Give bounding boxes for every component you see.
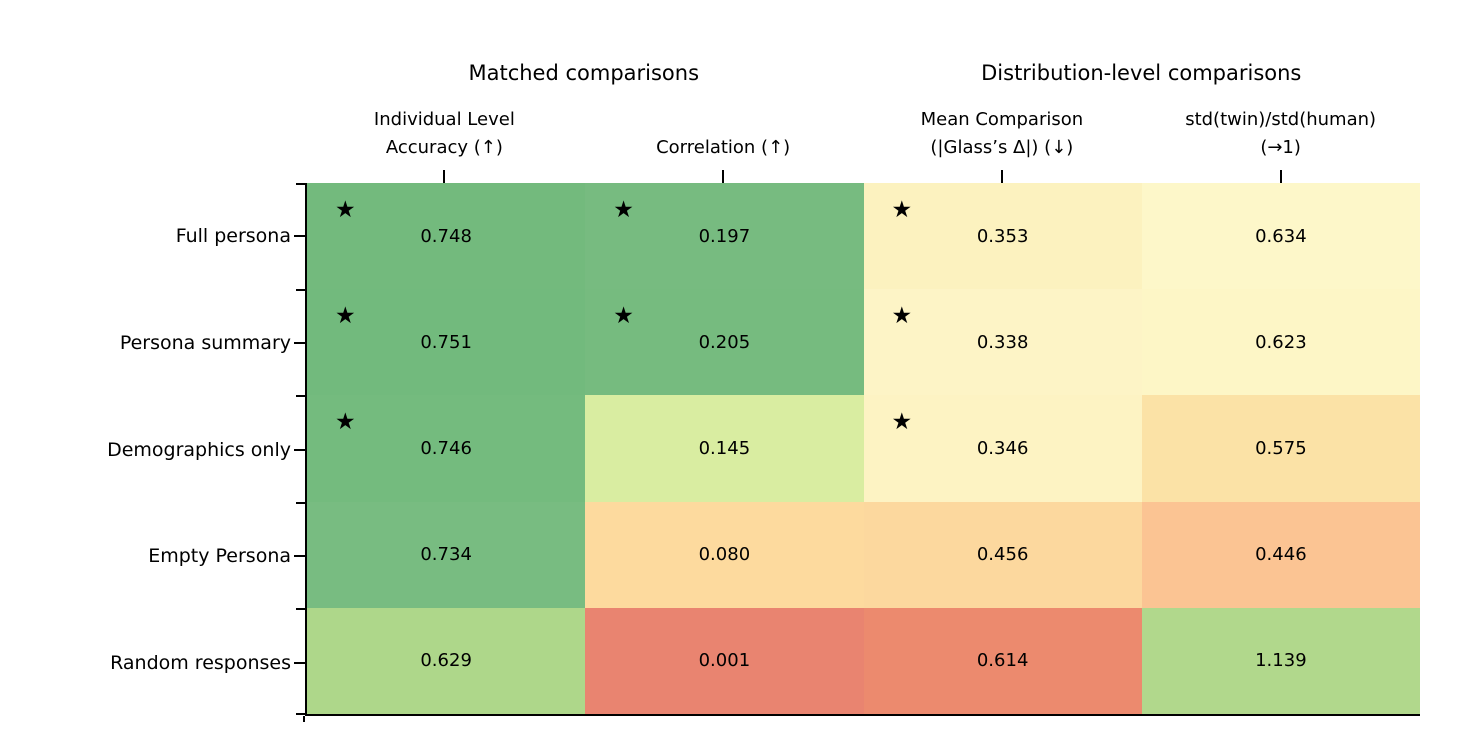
heatmap-cell-r1-c0: ★ 0.751	[307, 289, 586, 396]
column-header-std-twin-over-std-human: std(twin)/std(human) (→1)	[1185, 106, 1376, 162]
cell-value: 0.614	[976, 650, 1029, 672]
x-axis-tick	[443, 170, 446, 183]
row-label-2: Demographics only	[107, 438, 291, 461]
star-icon: ★	[891, 409, 913, 436]
x-axis-tick	[1000, 170, 1003, 183]
cell-value: 0.746	[420, 437, 472, 459]
heatmap-cell-r4-c3: 1.139	[1141, 607, 1420, 714]
cell-value: 0.145	[698, 437, 751, 459]
y-axis-tick	[294, 235, 305, 238]
column-header-mean-comparison-glass-delta: Mean Comparison (|Glass’s Δ|) (↓)	[921, 106, 1084, 162]
heatmap-cell-r1-c3: 0.623	[1141, 289, 1420, 396]
star-icon: ★	[891, 197, 913, 223]
heatmap-cell-r2-c3: 0.575	[1141, 395, 1420, 502]
heatmap-cell-r2-c0: ★ 0.746	[307, 395, 586, 502]
column-header-line: (→1)	[1260, 137, 1301, 158]
star-icon: ★	[891, 303, 913, 330]
y-axis-tick	[294, 341, 305, 344]
cell-value: 0.446	[1255, 544, 1307, 566]
cell-value: 0.751	[420, 331, 472, 353]
star-icon: ★	[613, 303, 634, 330]
cell-value: 0.456	[976, 544, 1029, 566]
heatmap-cell-r4-c0: 0.629	[307, 607, 586, 714]
cell-value: 0.197	[698, 225, 751, 247]
column-header-line: Accuracy (↑)	[385, 137, 503, 158]
heatmap-cell-r1-c1: ★ 0.205	[585, 289, 864, 396]
heatmap-cell-r0-c3: 0.634	[1141, 183, 1420, 290]
cell-value: 0.353	[976, 225, 1029, 247]
y-axis-minor-tick	[296, 501, 305, 504]
heatmap-plot: ★ 0.748 ★ 0.197 ★ 0.353 0.634 ★ 0.751 ★ 0.205 ★ 0.33…	[305, 183, 1420, 716]
column-group-title-0: Matched comparisons	[468, 61, 700, 85]
heatmap-cell-r2-c2: ★ 0.346	[863, 395, 1142, 502]
heatmap-cell-r0-c0: ★ 0.748	[307, 183, 586, 290]
column-header-line: Correlation (↑)	[656, 137, 791, 158]
y-axis-minor-tick	[296, 183, 305, 185]
cell-value: 0.001	[698, 650, 751, 672]
y-axis-minor-tick	[296, 288, 305, 291]
column-header-line: Mean Comparison	[920, 109, 1084, 130]
y-axis-minor-tick	[296, 713, 305, 715]
heatmap-cell-r3-c2: 0.456	[863, 501, 1142, 608]
row-label-4: Random responses	[110, 651, 291, 674]
y-axis-tick	[294, 555, 305, 558]
heatmap-cell-r4-c2: 0.614	[863, 607, 1142, 714]
cell-value: 0.634	[1255, 225, 1307, 247]
heatmap-cell-r3-c3: 0.446	[1141, 501, 1420, 608]
star-icon: ★	[335, 197, 356, 223]
row-label-3: Empty Persona	[148, 545, 291, 568]
x-axis-minor-tick	[303, 716, 305, 722]
y-axis-minor-tick	[296, 608, 305, 611]
cell-value: 0.575	[1255, 437, 1307, 459]
heatmap-cell-r4-c1: 0.001	[585, 607, 864, 714]
column-header-line: std(twin)/std(human)	[1185, 109, 1377, 130]
y-axis-tick	[294, 661, 305, 664]
y-axis-tick	[294, 448, 305, 451]
heatmap-cell-r2-c1: 0.145	[585, 395, 864, 502]
column-header-line: (|Glass’s Δ|) (↓)	[930, 137, 1074, 158]
cell-value: 0.205	[698, 331, 751, 353]
column-header-correlation: Correlation (↑)	[656, 134, 790, 162]
cell-value: 0.748	[420, 225, 472, 247]
x-axis-tick	[1279, 170, 1282, 183]
star-icon: ★	[335, 303, 356, 330]
heatmap-cell-r3-c0: 0.734	[307, 501, 586, 608]
column-header-line: Individual Level	[373, 109, 515, 130]
cell-value: 0.080	[698, 544, 751, 566]
heatmap-cell-r0-c1: ★ 0.197	[585, 183, 864, 290]
row-label-0: Full persona	[175, 225, 291, 248]
column-group-title-1: Distribution-level comparisons	[981, 61, 1302, 85]
star-icon: ★	[613, 197, 634, 223]
cell-value: 1.139	[1255, 650, 1307, 672]
star-icon: ★	[335, 409, 356, 436]
heatmap-cell-r3-c1: 0.080	[585, 501, 864, 608]
cell-value: 0.629	[420, 650, 472, 672]
y-axis-minor-tick	[296, 395, 305, 398]
cell-value: 0.338	[976, 331, 1029, 353]
x-axis-tick	[722, 170, 725, 183]
cell-value: 0.734	[420, 544, 472, 566]
column-header-individual-level-accuracy: Individual Level Accuracy (↑)	[374, 106, 515, 162]
cell-value: 0.346	[976, 437, 1029, 459]
heatmap-cell-r1-c2: ★ 0.338	[863, 289, 1142, 396]
cell-value: 0.623	[1255, 331, 1307, 353]
row-label-1: Persona summary	[119, 331, 291, 354]
heatmap-cell-r0-c2: ★ 0.353	[863, 183, 1142, 290]
